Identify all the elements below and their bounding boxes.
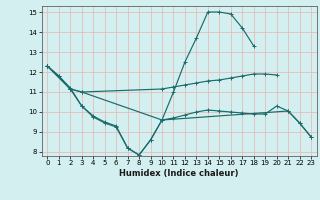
X-axis label: Humidex (Indice chaleur): Humidex (Indice chaleur) <box>119 169 239 178</box>
